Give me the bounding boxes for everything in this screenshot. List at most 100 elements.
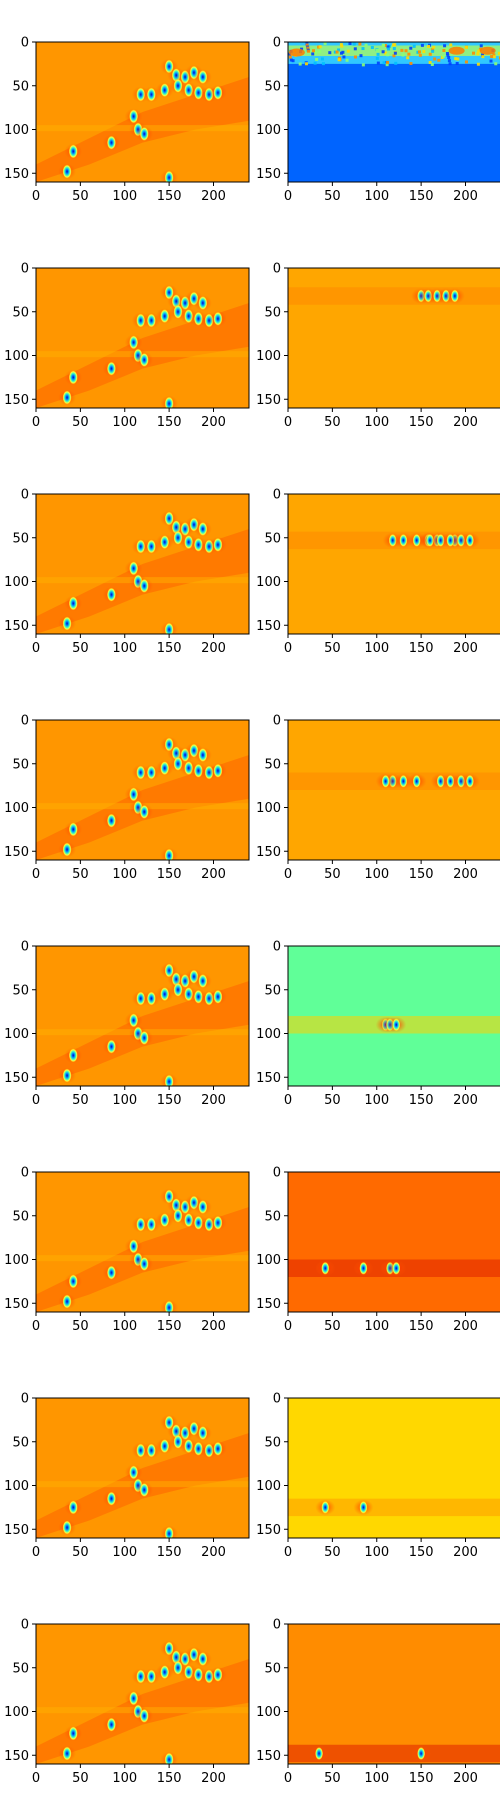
heatmap-image [288,1624,500,1764]
heatmap-image [36,1172,249,1312]
blob [146,87,156,102]
x-tick-label: 0 [284,1771,292,1786]
blob [198,522,208,536]
x-tick-label: 100 [112,189,137,204]
blob [106,1265,116,1280]
y-tick-label: 0 [21,1392,29,1407]
x-tick-label: 200 [201,1545,226,1560]
blob [164,170,174,182]
panel-r1-right: 0 50 100 150 200 0 50 100 150 [256,36,500,204]
x-tick-label: 100 [364,867,389,882]
y-tick-label: 150 [4,619,29,634]
x-tick-label: 200 [453,1319,478,1334]
blob [160,761,170,776]
blob [129,1239,139,1254]
blob [129,787,139,802]
axes-frame [35,945,250,1087]
heatmap-image [36,42,249,182]
x-tick-label: 50 [72,1319,89,1334]
heatmap-image [36,946,249,1086]
axes-frame [35,1623,250,1765]
y-tick-label: 0 [21,714,29,729]
x-tick-label: 100 [364,1319,389,1334]
blob [139,1482,149,1497]
y-tick-label: 0 [273,262,281,277]
heatmap-background [288,42,500,182]
blob [62,1746,72,1761]
blob [146,313,156,328]
y-tick-label: 100 [4,1027,29,1042]
axes-frame [287,719,500,861]
x-tick-label: 100 [364,1093,389,1108]
axes-frame [35,1171,250,1313]
y-tick-label: 150 [256,845,281,860]
y-tick-label: 50 [12,983,29,998]
x-tick-label: 0 [32,1093,40,1108]
blob [381,774,390,788]
y-tick-label: 0 [21,36,29,51]
blob [136,1669,146,1684]
blob [129,1691,139,1706]
y-tick-label: 0 [273,488,281,503]
x-tick-label: 200 [453,1545,478,1560]
x-tick-label: 50 [324,189,341,204]
x-tick-label: 100 [112,1093,137,1108]
y-tick-label: 100 [4,1253,29,1268]
panel-r5-right: 0 50 100 150 200 0 50 100 150 [256,940,500,1108]
blob [106,135,116,150]
blob [106,1717,116,1732]
x-tick-label: 0 [284,641,292,656]
x-tick-label: 150 [157,641,182,656]
heatmap-image [36,1398,249,1538]
y-tick-label: 100 [256,1027,281,1042]
x-tick-label: 0 [284,415,292,430]
x-tick-label: 150 [409,1319,434,1334]
blob [213,537,223,552]
blob [160,535,170,550]
x-tick-label: 100 [364,1771,389,1786]
y-tick-label: 0 [273,1618,281,1633]
x-tick-label: 50 [72,1771,89,1786]
blob [136,313,146,328]
panel-r3-right: 0 50 100 150 200 0 50 100 150 [256,488,500,656]
y-tick-label: 50 [264,1661,281,1676]
blob [68,370,78,385]
x-tick-label: 150 [157,1545,182,1560]
blob [106,1039,116,1054]
x-tick-label: 50 [72,1093,89,1108]
heatmap-background [288,1172,500,1312]
blob [139,1030,149,1045]
x-tick-label: 50 [72,641,89,656]
blob [321,1500,330,1514]
axes-frame [35,1397,250,1539]
x-tick-label: 50 [324,641,341,656]
y-tick-label: 100 [256,1705,281,1720]
blob [139,578,149,593]
x-tick-label: 150 [157,415,182,430]
x-tick-label: 0 [32,867,40,882]
blob [136,1217,146,1232]
blob [160,987,170,1002]
blob [213,989,223,1004]
y-tick-label: 0 [273,940,281,955]
blob [129,1013,139,1028]
blob [392,1018,401,1032]
y-tick-label: 50 [264,983,281,998]
x-tick-label: 150 [409,867,434,882]
x-tick-label: 150 [409,641,434,656]
y-tick-label: 150 [256,1071,281,1086]
x-tick-label: 200 [201,1319,226,1334]
blob [62,842,72,857]
y-tick-label: 150 [4,167,29,182]
y-tick-label: 0 [273,1166,281,1181]
x-tick-label: 150 [409,1545,434,1560]
blob [68,1500,78,1515]
y-tick-label: 0 [21,1166,29,1181]
x-tick-label: 100 [364,189,389,204]
blob [417,1747,426,1760]
y-tick-label: 150 [4,1523,29,1538]
blob [68,1048,78,1063]
blob [198,974,208,988]
activation-band [288,287,500,305]
panel-r6-left: 0 50 100 150 200 0 50 100 150 [4,1166,250,1334]
